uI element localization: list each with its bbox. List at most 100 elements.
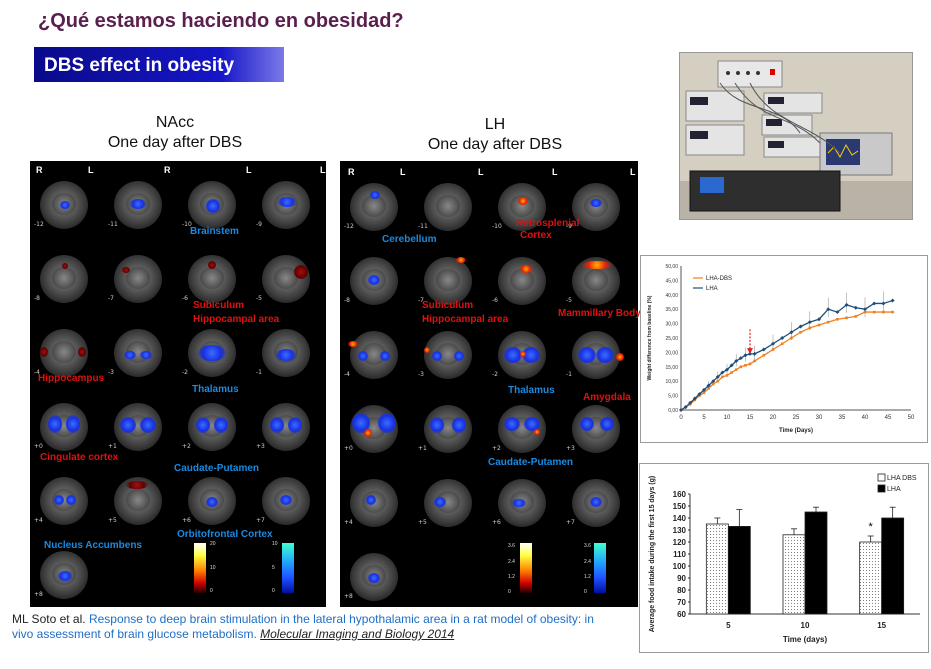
bar-LHA DBS [782,534,806,615]
x-tick-label: 15 [877,621,886,630]
nacc-label-thalamus: Thalamus [192,384,239,395]
citation-journal[interactable]: Molecular Imaging and Biology 2014 [260,627,455,641]
significance-star: * [869,521,874,533]
bar-LHA [804,511,828,615]
nacc-hot-tick: 20 [210,541,216,547]
data-point [817,317,821,322]
nacc-label-subiculum: Subiculum [193,300,245,311]
y-tick-label: 30,00 [665,322,678,328]
lh-label-thalamus: Thalamus [508,385,555,396]
hypometabolism-blob [596,347,614,363]
hypermetabolism-blob [456,257,466,263]
lab-equipment-icon [680,53,912,219]
brain-slice: +8 [342,547,406,611]
hypermetabolism-blob [582,261,612,269]
y-tick-label: 110 [673,550,686,559]
data-point [744,364,747,367]
hypometabolism-blob [380,351,390,361]
data-point [836,317,839,321]
hypometabolism-blob [288,417,302,433]
data-point [748,362,752,366]
slice-number: +6 [492,519,501,526]
y-axis-label: Weight difference from baseline (%) [647,295,653,380]
y-tick-label: 100 [673,562,687,571]
x-tick-label: 5 [726,621,731,630]
y-tick-label: 0,00 [668,408,678,414]
brain-inner [200,267,224,289]
data-point [853,305,858,310]
lh-label-cerebellum: Cerebellum [382,234,437,245]
y-tick-label: 15,00 [665,365,678,371]
slice-number: -4 [34,369,40,376]
hypermetabolism-blob [348,341,358,347]
brain-slice: +1 [416,399,480,463]
brain-inner [362,195,386,217]
y-tick-label: 90 [677,574,686,583]
brain-slice: +0 [342,399,406,463]
nacc-left-marker: L [246,165,252,175]
lh-label-hippocampal: Hippocampal area [422,314,509,325]
brain-slice: -8 [342,251,406,315]
slice-number: +1 [418,445,427,452]
nacc-right-marker: R [36,165,43,175]
hypometabolism-blob [206,199,220,213]
lh-pet-panel: R L L L L -12 -11 -10 -9 -8 -7 -6 -5 -4 -3 -2 -1 +0 +… [340,161,638,607]
hypometabolism-blob [196,417,210,433]
brain-inner [362,343,386,365]
data-point [799,330,802,334]
y-tick-label: 20,00 [665,350,678,356]
data-point [748,351,752,356]
y-tick-label: 60 [677,610,686,619]
citation-title[interactable]: Response to deep brain stimulation in th… [12,612,594,641]
hypometabolism-blob [140,351,152,359]
lh-label-caudate: Caudate-Putamen [488,457,574,468]
data-point [715,374,720,379]
slice-number: -5 [256,295,262,302]
hypometabolism-blob [54,495,64,505]
nacc-left-marker: L [88,165,94,175]
data-point [761,347,766,352]
nacc-heading-line2: One day after DBS [107,134,243,151]
hypometabolism-blob [590,199,602,207]
slice-number: -9 [256,221,262,228]
lh-label-subiculum: Subiculum [422,300,474,311]
slice-number: -2 [492,371,498,378]
data-point [725,374,729,377]
y-tick-label: 10,00 [665,379,678,385]
slice-number: -5 [566,297,572,304]
hypermetabolism-blob [40,347,48,357]
bar-LHA DBS [859,541,883,615]
nacc-heading-line1: NAcc [155,114,195,131]
slice-number: -12 [34,221,44,228]
brain-slice: -6 [180,249,244,313]
hypometabolism-blob [590,497,602,507]
brain-slice: -4 [342,325,406,389]
slice-number: +5 [108,517,117,524]
bar-LHA [881,517,905,615]
lh-cold-tick: 0 [584,589,587,595]
hypometabolism-blob [358,351,368,361]
hypometabolism-blob [352,413,370,433]
weight-line-chart-svg: 0,00 5,00 10,00 15,00 20,00 25,00 30,00 35,00 40… [647,264,915,434]
data-point [725,367,729,372]
citation: ML Soto et al. Response to deep brain st… [12,612,612,642]
series-line-LHA [680,299,893,411]
hypermetabolism-blob [520,265,532,273]
legend-swatch [877,484,886,493]
hypometabolism-blob [48,415,62,433]
slice-number: -6 [182,295,188,302]
nacc-right-marker: R [164,165,171,175]
slice-number: +4 [34,517,43,524]
nacc-left-marker: L [320,165,326,175]
hypometabolism-blob [452,417,466,433]
lh-left-marker: L [478,167,484,177]
brain-slice: -12 [342,177,406,241]
lh-left-marker: L [630,167,636,177]
slice-number: -11 [418,223,428,230]
food-intake-bar-chart: 60 70 80 90 100 110 120 130 140 150 160 5 10 15 Time (… [639,463,929,653]
slice-number: -1 [566,371,572,378]
slice-number: +6 [182,517,191,524]
hypometabolism-blob [370,191,380,199]
brain-inner [52,341,76,363]
brain-slice: -2 [490,325,554,389]
